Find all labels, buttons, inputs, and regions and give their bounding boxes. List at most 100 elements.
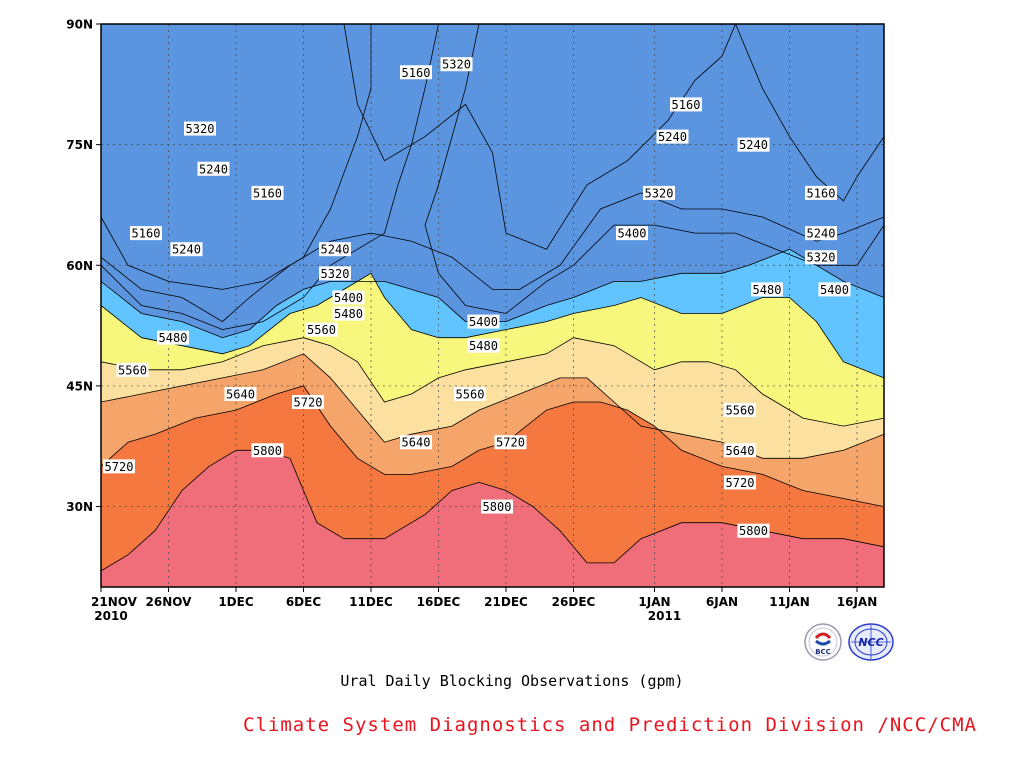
contour-label-bg: [494, 435, 527, 450]
contour-label: 5480: [469, 339, 498, 353]
contour-label-bg: [467, 314, 500, 329]
contour-labels: 5320 5240 5160 5160 5240 5160 5320 5160 5240 5240…: [103, 57, 851, 538]
contour-label-bg: [670, 97, 702, 112]
contour-label: 5320: [186, 122, 215, 136]
contour-label: 5400: [469, 315, 498, 329]
contour-label: 5800: [739, 524, 768, 538]
ncc-logo-icon: NCC: [848, 623, 894, 661]
contour-label-bg: [197, 161, 230, 176]
y-tick-label: 90N: [66, 18, 93, 32]
contour-label: 5320: [645, 186, 674, 200]
contour-label: 5560: [456, 387, 485, 401]
x-tick-label: 1JAN: [638, 595, 670, 609]
contour-label-bg: [319, 242, 351, 257]
logos: BCC NCC: [803, 622, 895, 662]
contour-label-bg: [305, 322, 338, 337]
x-tick-label: 21NOV: [91, 595, 138, 609]
contour-label-bg: [400, 435, 432, 450]
contour-label: 5480: [753, 283, 782, 297]
contour-label-bg: [130, 226, 162, 241]
contour-label: 5160: [402, 66, 431, 80]
x-tick-label: 21DEC: [484, 595, 528, 609]
contour-label: 5560: [118, 363, 147, 377]
contour-label: 5560: [726, 404, 755, 418]
y-tick-label: 75N: [66, 138, 93, 152]
contour-label: 5640: [226, 387, 255, 401]
contour-label: 5720: [105, 460, 134, 474]
fill-above-5800: [101, 450, 884, 587]
contour-label: 5240: [172, 243, 201, 257]
contour-label: 5560: [307, 323, 336, 337]
contour-label: 5240: [199, 162, 228, 176]
x-tick-label: 6JAN: [706, 595, 738, 609]
contour-line-5480: [101, 272, 884, 379]
contour-label-bg: [467, 338, 500, 353]
contour-label: 5720: [726, 476, 755, 490]
ncc-logo-text: NCC: [858, 636, 883, 649]
contour-label: 5800: [483, 500, 512, 514]
x-tick-label: 11JAN: [769, 595, 810, 609]
contour-label-bg: [157, 330, 189, 345]
contour-label-bg: [737, 523, 770, 538]
contour-label: 5160: [807, 186, 836, 200]
x-tick-label: 1DEC: [218, 595, 254, 609]
x-tick-year: 2010: [94, 609, 127, 623]
contour-chart: 5320 5240 5160 5160 5240 5160 5320 5160 5240 5240…: [66, 18, 885, 623]
contour-label-bg: [292, 395, 324, 410]
x-tick-label: 26DEC: [552, 595, 596, 609]
contour-fills: [101, 24, 884, 587]
contour-line-5800: [101, 449, 884, 572]
contour-label-bg: [103, 459, 135, 474]
contour-label: 5400: [618, 227, 647, 241]
contour-label: 5240: [658, 130, 687, 144]
contour-label-bg: [400, 65, 432, 80]
contour-line-5160: [343, 24, 736, 250]
bcc-logo-text: BCC: [815, 648, 831, 656]
contour-label: 5240: [321, 243, 350, 257]
contour-label: 5240: [807, 227, 836, 241]
contour-label-bg: [616, 226, 648, 241]
credit-line: Climate System Diagnostics and Predictio…: [243, 714, 977, 736]
x-tick-label: 26NOV: [146, 595, 193, 609]
contour-line-5160: [735, 24, 884, 202]
contour-label-bg: [818, 282, 851, 297]
contour-line-5720: [101, 385, 884, 507]
contour-label: 5800: [253, 444, 282, 458]
contour-label: 5160: [672, 98, 701, 112]
contour-label-bg: [170, 242, 203, 257]
y-tick-label: 30N: [66, 500, 93, 514]
contour-label-bg: [454, 386, 486, 401]
contour-label: 5240: [739, 138, 768, 152]
y-axis: 30N 45N 60N 75N 90N: [66, 18, 101, 514]
bcc-logo-icon: BCC: [804, 623, 842, 661]
contour-label-bg: [251, 443, 284, 458]
contour-label-bg: [751, 282, 783, 297]
contour-label-bg: [805, 185, 837, 200]
x-tick-label: 6DEC: [286, 595, 322, 609]
contour-line-5560: [101, 337, 884, 427]
contour-label: 5720: [496, 436, 525, 450]
contour-label-bg: [319, 266, 351, 281]
contour-label: 5400: [334, 291, 363, 305]
contour-label: 5480: [334, 307, 363, 321]
contour-label-bg: [724, 443, 756, 458]
y-tick-label: 60N: [66, 259, 93, 273]
x-tick-label: 16JAN: [837, 595, 878, 609]
grid-lines: [101, 24, 884, 587]
x-tick-label: 11DEC: [349, 595, 393, 609]
contour-label-bg: [643, 185, 675, 200]
contour-label: 5400: [820, 283, 849, 297]
contour-label-bg: [656, 129, 689, 144]
contour-line-5240: [101, 192, 884, 323]
y-tick-label: 45N: [66, 379, 93, 393]
contour-label-bg: [332, 290, 365, 305]
contour-label: 5640: [726, 444, 755, 458]
contour-label-bg: [724, 475, 756, 490]
contour-label-bg: [440, 57, 473, 72]
contour-line-5160: [101, 24, 372, 290]
x-tick-label: 16DEC: [417, 595, 461, 609]
contour-label-bg: [332, 306, 365, 321]
contour-label: 5320: [442, 58, 471, 72]
